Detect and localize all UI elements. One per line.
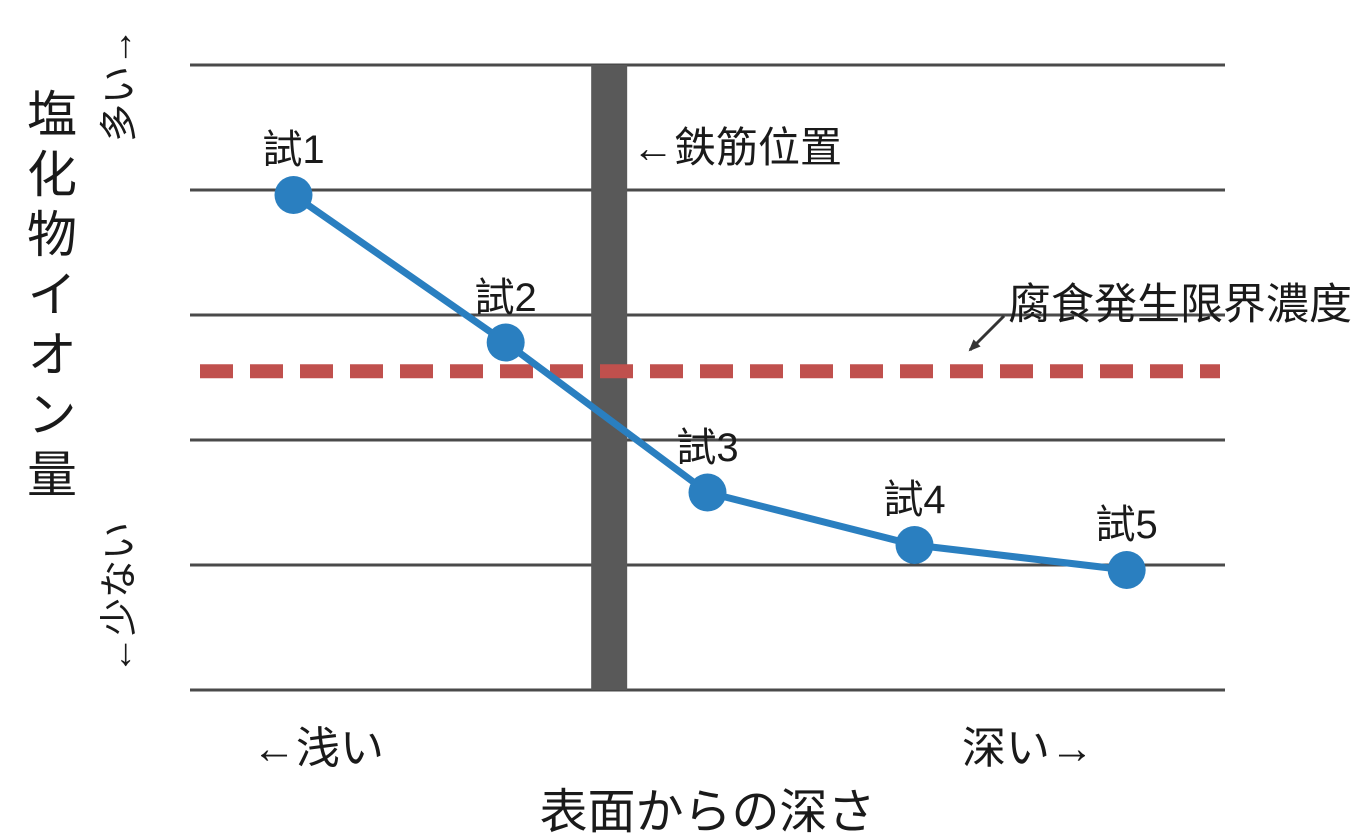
- data-point-marker: [274, 176, 313, 214]
- corrosion-threshold-annotation: 腐食発生限界濃度: [1008, 281, 1352, 329]
- x-axis-title: 表面からの深さ: [539, 786, 876, 837]
- threshold-arrow: [968, 314, 1006, 352]
- x-axis-shallow-label: ←浅い: [252, 724, 384, 773]
- data-point-marker: [688, 473, 727, 512]
- y-axis-more-label: 多い→: [99, 27, 141, 142]
- data-line: [290, 191, 1131, 574]
- x-axis-deep-label: 深い→: [962, 724, 1094, 773]
- point-label: 試3: [676, 425, 739, 470]
- data-point-marker: [1107, 551, 1146, 589]
- point-label: 試1: [262, 128, 325, 172]
- data-point-marker: [895, 526, 934, 564]
- point-label: 試5: [1095, 503, 1158, 547]
- point-label: 試4: [883, 478, 946, 522]
- y-axis-title: 塩化物イオン量: [20, 88, 76, 508]
- y-axis-less-label: ←少ない: [99, 521, 141, 674]
- rebar-position-annotation: ←鉄筋位置: [632, 124, 843, 171]
- point-label: 試2: [474, 275, 537, 320]
- data-point-marker: [486, 323, 525, 362]
